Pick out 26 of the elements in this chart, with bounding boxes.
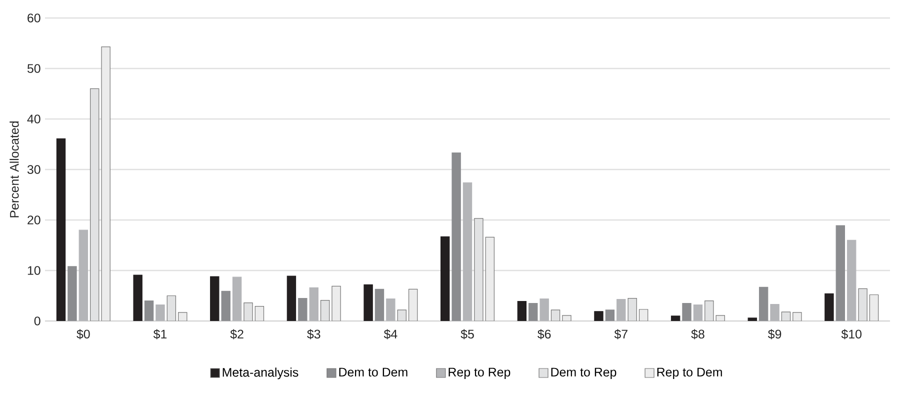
x-tick-label: $10 xyxy=(841,329,862,340)
x-tick-label: $3 xyxy=(307,329,320,340)
y-tick-label: 20 xyxy=(28,216,40,224)
y-tick-label: 60 xyxy=(28,14,40,22)
legend-label: Rep to Dem xyxy=(657,368,722,379)
legend-label: Meta-analysis xyxy=(222,368,298,380)
y-tick-label: 50 xyxy=(27,64,40,73)
y-tick-label: 0 xyxy=(34,316,40,326)
y-tick-label: 10 xyxy=(28,266,40,275)
legend-label: Dem to Dem xyxy=(339,368,408,377)
x-tick-label: $0 xyxy=(76,329,90,340)
y-axis-title: Percent Allocated xyxy=(10,122,19,218)
x-tick-label: $7 xyxy=(614,329,628,340)
x-tick-label: $2 xyxy=(230,329,244,340)
x-tick-label: $5 xyxy=(460,329,474,340)
y-tick-label: 40 xyxy=(27,114,40,124)
x-tick-label: $1 xyxy=(153,329,167,340)
x-tick-label: $8 xyxy=(691,329,704,340)
bar xyxy=(408,288,418,321)
legend-label: Rep to Rep xyxy=(448,368,510,379)
y-tick-label: 30 xyxy=(27,165,40,174)
bar xyxy=(869,294,879,321)
x-tick-label: $6 xyxy=(538,329,551,340)
x-tick-label: $9 xyxy=(768,329,782,340)
legend-label: Dem to Rep xyxy=(551,368,616,379)
x-tick-label: $4 xyxy=(384,329,398,340)
